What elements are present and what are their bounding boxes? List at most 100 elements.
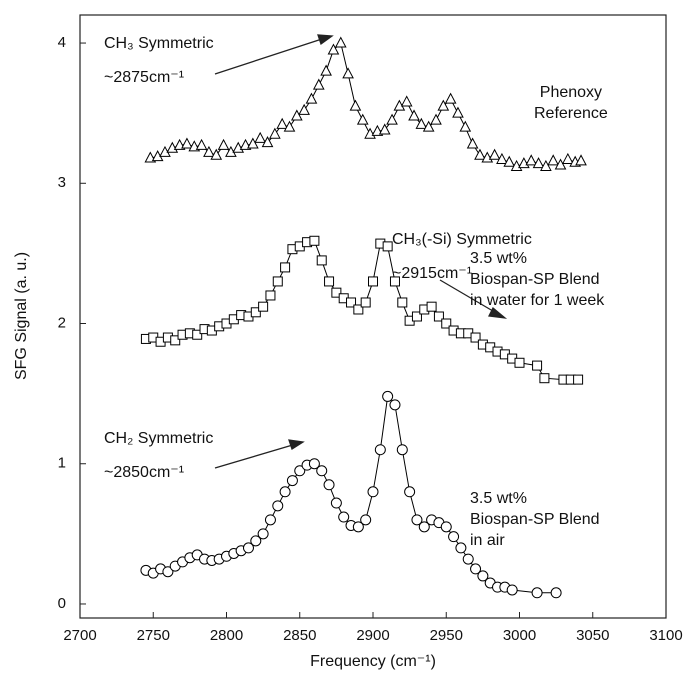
circle-marker [531, 587, 543, 599]
arrowhead [317, 34, 334, 46]
circle-marker [352, 521, 364, 533]
y-tick-label: 2 [58, 314, 66, 331]
square-marker [470, 332, 481, 343]
triangle-marker [525, 154, 538, 166]
triangle-marker [261, 136, 274, 148]
triangle-marker [290, 109, 303, 121]
square-marker [309, 235, 320, 246]
arrowhead [488, 306, 508, 319]
circle-marker [367, 486, 379, 498]
circle-marker [360, 514, 372, 526]
x-tick-label: 2850 [283, 627, 316, 644]
circle-marker [330, 497, 342, 509]
annotation: CH₂ Symmetric ~2850cm⁻¹ [104, 430, 214, 481]
triangle-marker [342, 67, 354, 79]
x-tick-label: 2700 [63, 627, 96, 644]
circle-marker [418, 521, 430, 533]
triangle-marker [327, 43, 340, 55]
series-label: 3.5 wt% Biospan-SP Blend in air [470, 490, 600, 549]
triangle-marker [305, 92, 318, 104]
circle-marker [338, 511, 350, 523]
annotation: CH₃(-Si) Symmetric ~2915cm⁻¹ [392, 231, 532, 282]
circle-marker [374, 444, 386, 456]
circle-marker [272, 500, 284, 512]
triangle-marker [283, 120, 296, 132]
x-tick-label: 3050 [576, 627, 609, 644]
circle-marker [470, 563, 482, 575]
square-marker [192, 329, 203, 340]
square-marker [360, 297, 371, 308]
circle-marker [279, 486, 291, 498]
circle-marker [550, 587, 562, 599]
circle-marker [264, 514, 276, 526]
circle-marker [389, 399, 401, 411]
triangle-marker [540, 159, 552, 171]
square-marker [389, 276, 400, 287]
series-label: 3.5 wt% Biospan-SP Blend in water for 1 … [470, 250, 605, 309]
triangle-marker [466, 137, 479, 149]
triangle-marker [503, 155, 516, 167]
square-marker [382, 241, 393, 252]
triangle-marker [312, 78, 325, 90]
x-tick-label: 2800 [210, 627, 243, 644]
circle-marker [250, 535, 262, 547]
triangle-marker [210, 148, 223, 160]
triangle-marker [181, 137, 193, 149]
triangle-marker [496, 152, 508, 164]
triangle-marker [400, 95, 413, 107]
square-marker [316, 255, 327, 266]
triangle-marker [459, 120, 472, 132]
circle-marker [294, 465, 306, 477]
square-marker [441, 318, 452, 329]
circle-marker [462, 553, 474, 565]
square-marker [258, 301, 269, 312]
circle-marker [162, 566, 174, 578]
circle-marker [506, 584, 518, 596]
triangle-marker [378, 123, 391, 135]
triangle-marker [254, 131, 267, 143]
circle-marker [286, 475, 298, 487]
square-marker [426, 301, 437, 312]
circle-marker [448, 531, 460, 543]
square-marker [346, 297, 357, 308]
circle-marker [242, 542, 254, 554]
square-marker [397, 297, 408, 308]
triangle-marker [276, 117, 288, 129]
x-tick-label: 3100 [649, 627, 682, 644]
x-tick-label: 2750 [137, 627, 170, 644]
circle-marker [455, 542, 467, 554]
y-tick-label: 0 [58, 595, 66, 612]
x-axis-label: Frequency (cm⁻¹) [310, 653, 436, 670]
triangle-marker [386, 113, 398, 125]
square-marker [539, 373, 550, 384]
annotation: CH₃ Symmetric ~2875cm⁻¹ [104, 35, 214, 86]
circle-marker [440, 521, 452, 533]
square-marker [368, 276, 378, 287]
triangle-marker [334, 36, 347, 48]
triangle-marker [430, 113, 442, 125]
triangle-marker [488, 148, 501, 160]
triangle-marker [452, 106, 464, 118]
circle-marker [411, 514, 423, 526]
square-marker [353, 304, 364, 315]
square-marker [532, 360, 543, 371]
triangle-marker [408, 109, 420, 121]
y-tick-label: 4 [58, 34, 66, 51]
triangle-marker [437, 99, 450, 111]
triangle-marker [349, 99, 362, 111]
x-tick-label: 2900 [356, 627, 389, 644]
square-marker [433, 311, 444, 322]
triangle-marker [217, 138, 230, 150]
annotation-arrows [214, 34, 508, 469]
square-marker [265, 290, 276, 301]
y-axis-label: SFG Signal (a. u.) [13, 252, 30, 380]
y-tick-label: 1 [58, 455, 66, 472]
arrow [439, 279, 499, 315]
triangle-marker [203, 145, 215, 157]
square-marker [272, 276, 283, 287]
triangle-marker [269, 127, 281, 139]
square-marker [514, 357, 525, 368]
y-tick-label: 3 [58, 174, 66, 191]
circle-marker [257, 528, 269, 540]
